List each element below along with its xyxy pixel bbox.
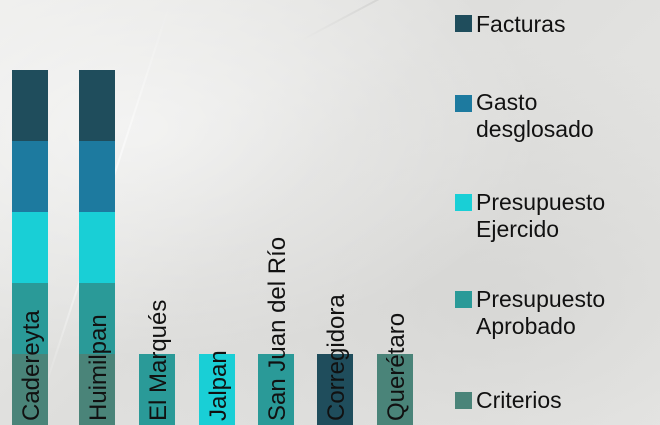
category-label-san-juan-del-rio: San Juan del Río <box>264 237 291 421</box>
legend-item-presupuesto-aprobado: Presupuesto Aprobado <box>455 286 605 340</box>
bar-segment-cadereyta-criterios <box>12 354 48 425</box>
category-label-cadereyta: Cadereyta <box>18 310 45 421</box>
legend-swatch-facturas <box>455 15 472 32</box>
bar-segment-jalpan-presupuesto-ejercido <box>199 354 235 425</box>
bar-segment-huimilpan-facturas <box>79 70 115 141</box>
legend-swatch-presupuesto-ejercido <box>455 194 472 211</box>
bar-segment-huimilpan-gasto-desglosado <box>79 141 115 212</box>
bar-segment-cadereyta-gasto-desglosado <box>12 141 48 212</box>
legend-swatch-presupuesto-aprobado <box>455 291 472 308</box>
legend-label-criterios: Criterios <box>476 387 562 413</box>
legend-item-gasto-desglosado: Gasto desglosado <box>455 89 594 143</box>
legend-label-presupuesto-aprobado: Presupuesto Aprobado <box>476 286 606 339</box>
category-label-el-marques: El Marqués <box>145 300 172 421</box>
legend-label-presupuesto-ejercido: Presupuesto Ejercido <box>476 189 606 242</box>
category-label-jalpan: Jalpan <box>205 350 232 421</box>
category-label-huimilpan: Huimilpan <box>85 314 112 421</box>
bar-segment-san-juan-del-rio-presupuesto-aprobado <box>258 354 294 425</box>
legend-swatch-criterios <box>455 392 472 409</box>
category-label-queretaro: Querétaro <box>383 313 410 421</box>
bar-segment-queretaro-criterios <box>377 354 413 425</box>
bar-segment-huimilpan-criterios <box>79 354 115 425</box>
bar-segment-cadereyta-presupuesto-aprobado <box>12 283 48 354</box>
legend-item-criterios: Criterios <box>455 387 562 414</box>
category-label-corregidora: Corregidora <box>323 294 350 421</box>
legend-item-presupuesto-ejercido: Presupuesto Ejercido <box>455 189 605 243</box>
legend-swatch-gasto-desglosado <box>455 95 472 112</box>
bar-segment-huimilpan-presupuesto-ejercido <box>79 212 115 283</box>
legend-item-facturas: Facturas <box>455 11 565 38</box>
bar-segment-el-marques-presupuesto-aprobado <box>139 354 175 425</box>
bar-segment-corregidora-facturas <box>317 354 353 425</box>
bar-segment-huimilpan-presupuesto-aprobado <box>79 283 115 354</box>
legend-label-facturas: Facturas <box>476 11 566 37</box>
legend-label-gasto-desglosado: Gasto desglosado <box>476 89 594 142</box>
bar-segment-cadereyta-presupuesto-ejercido <box>12 212 48 283</box>
bar-segment-cadereyta-facturas <box>12 70 48 141</box>
